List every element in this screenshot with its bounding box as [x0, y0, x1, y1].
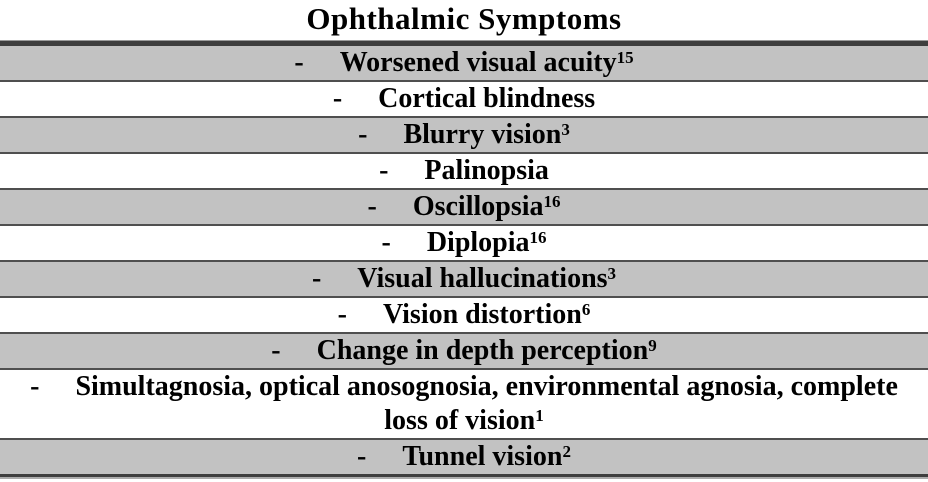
symptom-text: Cortical blindness: [378, 83, 596, 114]
table-row: - Diplopia16: [0, 224, 928, 260]
table-row: - Visual hallucinations3: [0, 260, 928, 296]
symptom-text: Worsened visual acuity15: [339, 47, 634, 78]
dash-bullet: -: [357, 441, 367, 472]
bullet-gap: [39, 394, 75, 395]
table-row: - Blurry vision3: [0, 116, 928, 152]
reference-superscript: 1: [535, 405, 544, 425]
symptom-text: Diplopia16: [426, 227, 547, 258]
symptom-text: Vision distortion6: [382, 299, 591, 330]
dash-bullet: -: [30, 371, 40, 402]
reference-superscript: 3: [607, 263, 617, 283]
reference-superscript: 15: [616, 47, 634, 67]
bullet-gap: [377, 214, 413, 215]
table-row: - Vision distortion6: [0, 296, 928, 332]
table-bottom-edge: [0, 477, 928, 479]
symptom-text: Palinopsia: [424, 155, 549, 186]
bullet-gap: [347, 322, 383, 323]
table-body: - Worsened visual acuity15- Cortical blind…: [0, 41, 928, 477]
reference-superscript: 9: [648, 335, 657, 355]
bullet-gap: [304, 70, 340, 71]
dash-bullet: -: [367, 191, 377, 222]
symptom-text: Simultagnosia, optical anosognosia, envi…: [75, 371, 898, 436]
symptom-text: Visual hallucinations3: [357, 263, 617, 294]
symptom-text: Oscillopsia16: [412, 191, 561, 222]
table-row: - Palinopsia: [0, 152, 928, 188]
bullet-gap: [321, 286, 357, 287]
dash-bullet: -: [311, 263, 322, 294]
dash-bullet: -: [332, 83, 343, 114]
reference-superscript: 6: [581, 299, 591, 319]
table-row: - Change in depth perception9: [0, 332, 928, 368]
reference-superscript: 16: [543, 191, 561, 211]
table-row: - Tunnel vision2: [0, 438, 928, 474]
table-title: Ophthalmic Symptoms: [0, 0, 928, 41]
bullet-gap: [388, 178, 424, 179]
symptom-text: Blurry vision3: [403, 119, 570, 150]
bullet-gap: [342, 106, 378, 107]
dash-bullet: -: [358, 119, 368, 150]
bullet-gap: [367, 142, 403, 143]
symptom-text: Tunnel vision2: [402, 441, 571, 472]
dash-bullet: -: [271, 335, 281, 366]
table-row: - Oscillopsia16: [0, 188, 928, 224]
bullet-gap: [281, 358, 317, 359]
table-row: - Worsened visual acuity15: [0, 41, 928, 80]
table-row: - Cortical blindness: [0, 80, 928, 116]
reference-superscript: 16: [529, 227, 547, 247]
dash-bullet: -: [337, 299, 347, 330]
dash-bullet: -: [379, 155, 389, 186]
dash-bullet: -: [381, 227, 391, 258]
dash-bullet: -: [294, 47, 304, 78]
bullet-gap: [366, 464, 402, 465]
reference-superscript: 2: [562, 441, 571, 461]
symptom-text: Change in depth perception9: [316, 335, 657, 366]
table-row: - Simultagnosia, optical anosognosia, env…: [0, 368, 928, 438]
bullet-gap: [391, 250, 427, 251]
reference-superscript: 3: [561, 119, 570, 139]
